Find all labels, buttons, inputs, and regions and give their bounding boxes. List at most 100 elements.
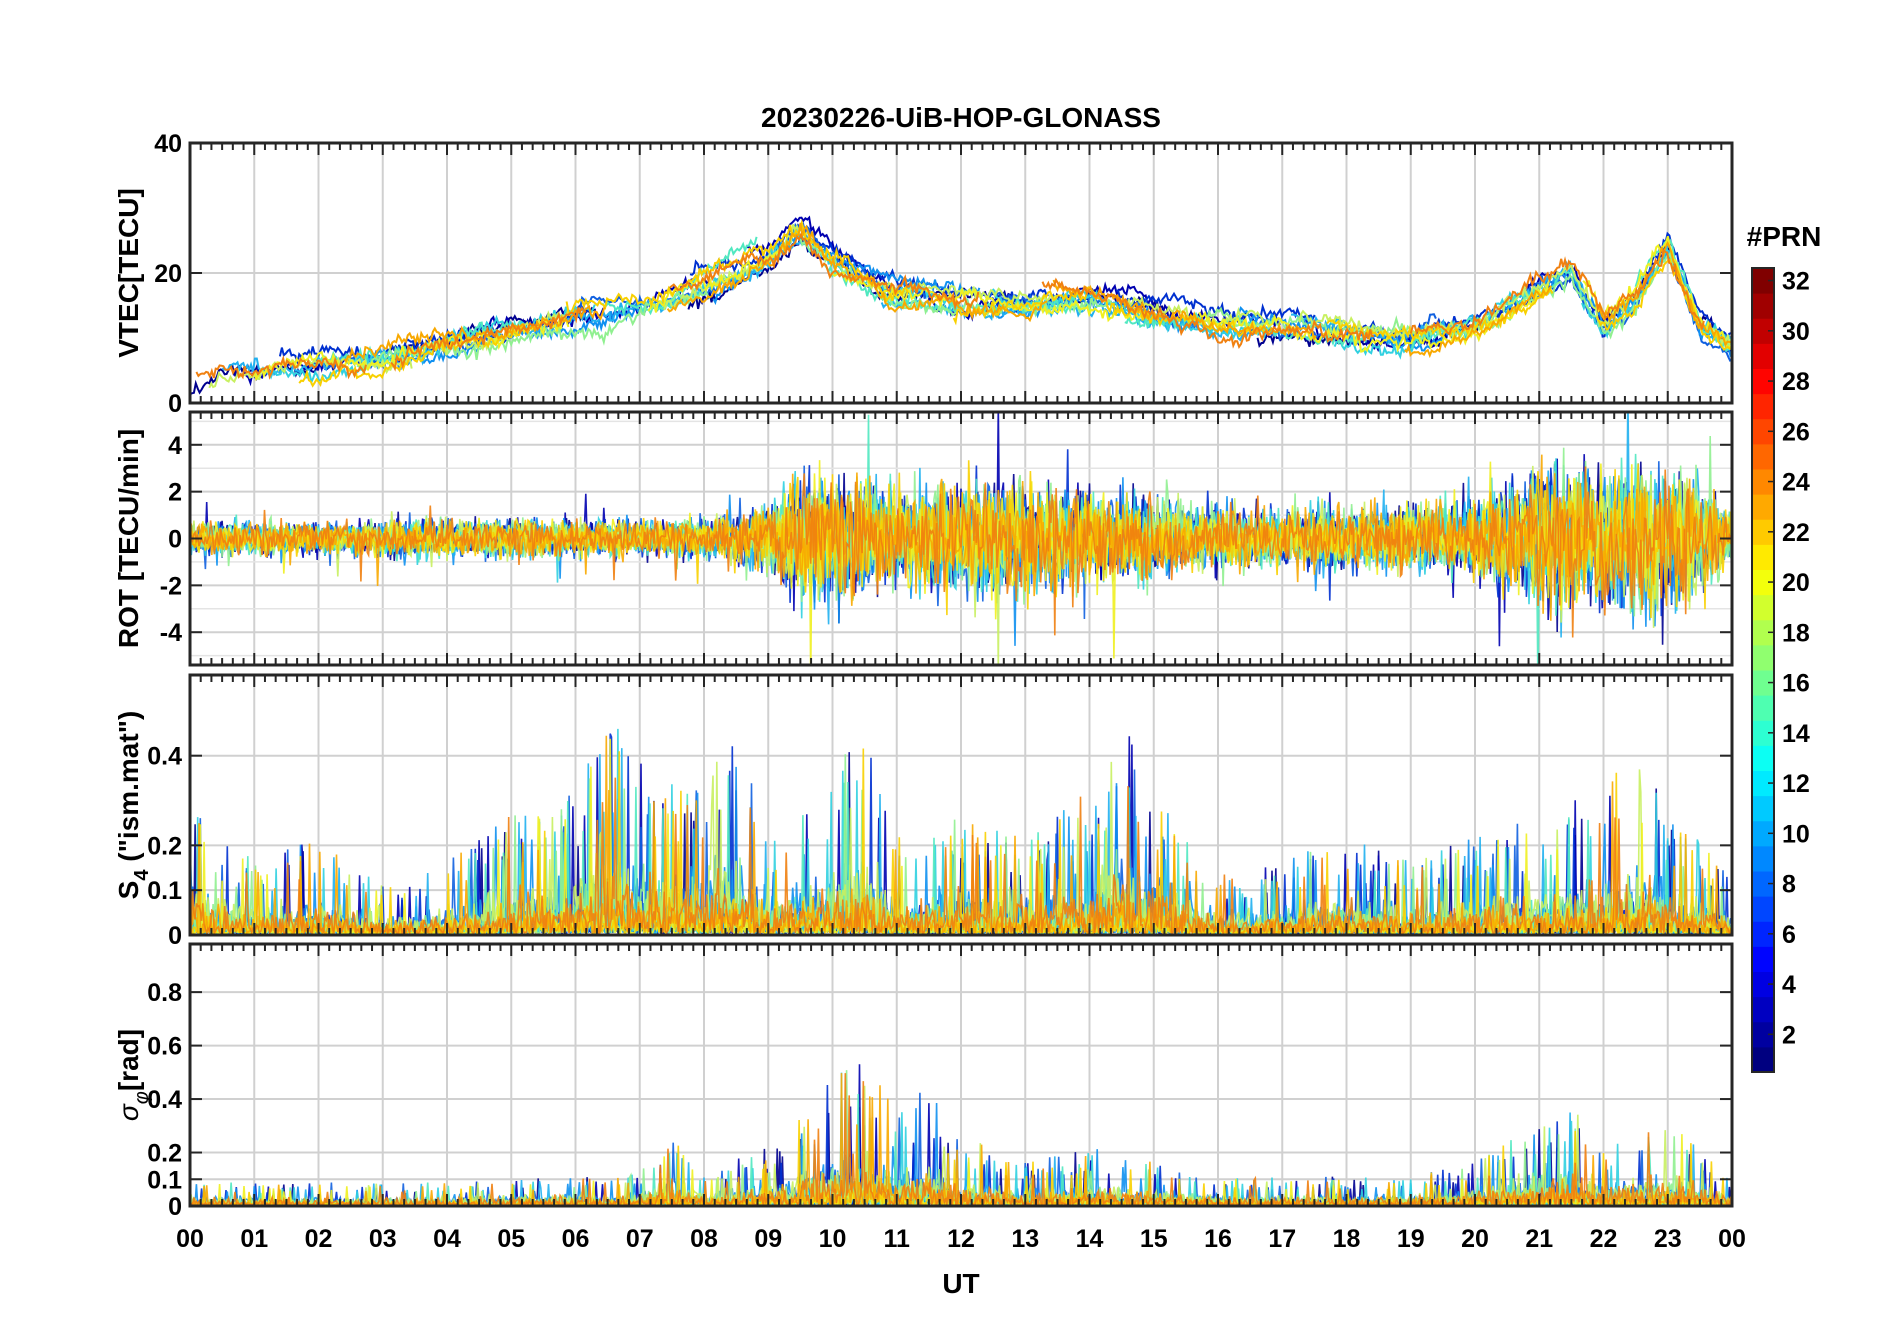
colorbar-segment (1752, 569, 1774, 596)
y-tick-label: 0.2 (147, 832, 182, 860)
x-tick-label: 06 (562, 1225, 590, 1253)
colorbar-segment (1752, 494, 1774, 520)
tick-marks (189, 412, 1733, 665)
colorbar-segment (1752, 845, 1774, 872)
colorbar-tick-label: 14 (1782, 720, 1810, 748)
vtec-trace (195, 355, 367, 380)
colorbar-tick-label: 4 (1782, 971, 1796, 999)
x-tick-label: 23 (1654, 1225, 1682, 1253)
x-tick-label: 04 (433, 1225, 461, 1253)
y-tick-label: 0 (168, 1193, 182, 1221)
vtec-trace (1582, 236, 1732, 349)
x-tick-label: 19 (1397, 1225, 1425, 1253)
colorbar-segment (1752, 343, 1774, 369)
colorbar-tick-label: 20 (1782, 569, 1810, 597)
x-tick-label: 10 (819, 1225, 847, 1253)
colorbar-segment (1752, 443, 1774, 470)
y-tick-label: 0.8 (147, 979, 182, 1007)
colorbar-segment (1752, 544, 1774, 570)
colorbar-segment (1752, 594, 1774, 621)
x-tick-label: 18 (1333, 1225, 1361, 1253)
y-tick-label: 0 (168, 922, 182, 950)
y-tick-label: -2 (160, 572, 182, 600)
vtec-trace (669, 232, 980, 311)
x-tick-label: 21 (1525, 1225, 1553, 1253)
x-axis-label: UT (942, 1268, 979, 1299)
vtec-trace (952, 286, 1269, 338)
colorbar-segment (1752, 820, 1774, 847)
colorbar-segment (1752, 996, 1774, 1023)
tick-marks (189, 142, 1733, 404)
y-tick-label: 0 (168, 390, 182, 418)
colorbar-tick-label: 10 (1782, 820, 1810, 848)
colorbar-segment (1752, 368, 1774, 395)
chart-title: 20230226-UiB-HOP-GLONASS (761, 102, 1161, 133)
colorbar-tick-label: 24 (1782, 469, 1810, 497)
x-tick-label: 16 (1204, 1225, 1232, 1253)
x-tick-label: 09 (754, 1225, 782, 1253)
vtec-trace (390, 305, 587, 372)
colorbar-frame (1751, 267, 1775, 1073)
x-tick-label: 20 (1461, 1225, 1489, 1253)
colorbar-title: #PRN (1747, 221, 1822, 252)
colorbar-tick-label: 28 (1782, 368, 1810, 396)
colorbar-segment (1752, 469, 1774, 495)
grid (190, 944, 1732, 1207)
colorbar-segment (1752, 670, 1774, 696)
y-axis-label: S4 ("ism.mat") (113, 711, 153, 900)
y-tick-label: 0.4 (147, 1086, 182, 1114)
x-tick-label: 17 (1268, 1225, 1296, 1253)
colorbar-segment (1752, 644, 1774, 671)
colorbar-segment (1752, 770, 1774, 797)
colorbar-segment (1752, 896, 1774, 922)
colorbar-segment (1752, 720, 1774, 746)
y-tick-label: 0.6 (147, 1033, 182, 1061)
panel-vtec: 0 20 40 VTEC[TECU] (113, 130, 1734, 418)
panel-sigma: 00.10.2 0.4 0.6 0.8 σφ[rad] (113, 942, 1734, 1221)
colorbar-segment (1752, 695, 1774, 721)
colorbar-segment (1752, 293, 1774, 319)
vtec-trace (1595, 258, 1732, 351)
colorbar-tick-label: 8 (1782, 871, 1796, 899)
y-tick-label: 40 (154, 130, 182, 158)
x-tick-label: 08 (690, 1225, 718, 1253)
vtec-trace (1409, 248, 1705, 336)
vtec-trace (832, 271, 1146, 323)
x-tick-label: 05 (497, 1225, 525, 1253)
traces (190, 215, 1732, 396)
colorbar-segment (1752, 795, 1774, 822)
y-axis-label: ROT [TECU/min] (113, 429, 144, 648)
x-tick-label: 13 (1011, 1225, 1039, 1253)
colorbar-tick-label: 26 (1782, 418, 1810, 446)
colorbar-segment (1752, 921, 1774, 947)
vtec-trace (298, 323, 524, 388)
colorbar-segment (1752, 971, 1774, 998)
y-tick-label: 4 (168, 432, 182, 460)
x-tick-label: 12 (947, 1225, 975, 1253)
vtec-trace (666, 222, 1048, 323)
colorbar-segment (1752, 393, 1774, 420)
x-tick-label: 00 (1718, 1225, 1746, 1253)
colorbar-tick-label: 18 (1782, 619, 1810, 647)
x-tick-label: 15 (1140, 1225, 1168, 1253)
colorbar-segment (1752, 946, 1774, 972)
colorbar-tick-label: 30 (1782, 318, 1810, 346)
traces (190, 412, 1732, 665)
colorbar-segment (1752, 268, 1774, 294)
x-tick-label: 01 (240, 1225, 268, 1253)
x-tick-label: 11 (884, 1225, 911, 1253)
x-tick-label: 00 (176, 1225, 204, 1253)
colorbar-tick-label: 6 (1782, 921, 1796, 949)
panel-s4: 0 0.1 0.2 0.4S4 ("ism.mat") (113, 673, 1734, 950)
colorbar-segment (1752, 619, 1774, 646)
x-tick-label: 22 (1590, 1225, 1618, 1253)
y-tick-label: 0.1 (147, 1166, 182, 1194)
vtec-trace (1041, 277, 1375, 349)
colorbar-tick-label: 22 (1782, 519, 1810, 547)
vtec-trace (601, 236, 758, 317)
colorbar-segment (1752, 418, 1774, 445)
panel-rot: -4 -2 0 2 4 ROT [TECU/min] (113, 410, 1734, 667)
